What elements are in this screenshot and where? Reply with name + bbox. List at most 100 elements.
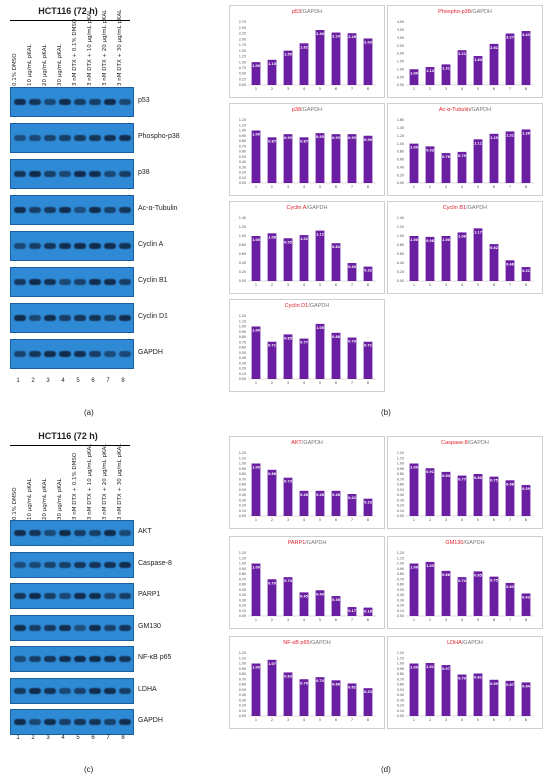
blot-band — [119, 99, 131, 105]
bar — [283, 672, 293, 716]
bar-value-label: 0.93 — [426, 148, 434, 152]
chart-parp1: PARP1/GAPDH 0.00 0.10 0.20 0.30 0.40 0.50 0.60 0… — [229, 536, 385, 629]
bar — [409, 236, 419, 281]
y-tick-label: 1.00 — [239, 462, 246, 466]
blot-band — [119, 351, 131, 357]
lane-label: 3 nM DTX + 30 μg/mL pKAL — [117, 9, 123, 86]
blot-label: Phospho-p38 — [138, 133, 180, 140]
y-tick-label: 0.30 — [397, 698, 404, 702]
blot-band — [29, 351, 41, 357]
bar-chart-svg: 0.00 0.20 0.40 0.60 0.80 1.00 1.20 1.40 1.00 1 0.9… — [397, 216, 534, 287]
blot-band — [14, 561, 26, 568]
blot-band — [59, 561, 71, 568]
chart-title-protein: Ac-α-Tubulin — [438, 107, 470, 113]
y-tick-label: 0.00 — [239, 514, 246, 518]
bar — [347, 607, 357, 616]
chart-title-norm: /GAPDH — [309, 640, 331, 646]
blot-band — [44, 207, 56, 213]
x-tick-label: 1 — [413, 718, 415, 722]
blot-band — [14, 656, 26, 662]
y-tick-label: 0.90 — [239, 467, 246, 471]
bar-value-label: 2.21 — [458, 52, 466, 56]
x-tick-label: 5 — [319, 381, 321, 385]
bar — [315, 133, 325, 183]
y-tick-label: 0.70 — [397, 577, 404, 581]
lane-number: 3 — [46, 378, 50, 384]
chart-title: Cyclin A/GAPDH — [230, 205, 384, 211]
blot-band — [29, 279, 41, 285]
bar — [489, 476, 499, 516]
x-tick-label: 1 — [255, 618, 257, 622]
bar-value-label: 0.49 — [316, 592, 325, 596]
bar-value-label: 0.79 — [458, 154, 467, 158]
y-tick-label: 1.20 — [239, 314, 246, 318]
y-tick-label: 0.00 — [397, 514, 404, 518]
y-tick-label: 0.80 — [239, 139, 246, 143]
bar-value-label: 0.62 — [348, 685, 356, 689]
chart-title-protein: Phospho-p38 — [438, 9, 471, 15]
bar — [457, 674, 467, 716]
x-tick-label: 4 — [461, 718, 463, 722]
y-tick-label: 1.00 — [397, 662, 404, 666]
y-tick-label: 0.70 — [239, 677, 246, 681]
bar — [489, 43, 499, 85]
bar-value-label: 0.80 — [474, 476, 483, 480]
x-tick-label: 2 — [271, 618, 273, 622]
y-tick-label: 0.10 — [239, 176, 246, 180]
y-tick-label: 0.80 — [397, 150, 404, 154]
x-tick-label: 5 — [477, 283, 479, 287]
x-tick-label: 2 — [429, 718, 431, 722]
bar-value-label: 1.00 — [410, 238, 419, 242]
bar — [363, 607, 373, 616]
y-tick-label: 3.50 — [397, 28, 404, 32]
x-tick-label: 4 — [303, 185, 305, 189]
x-tick-label: 8 — [367, 618, 369, 622]
y-tick-label: 0.30 — [239, 165, 246, 169]
blot-band — [74, 530, 86, 536]
chart-title-protein: AKT — [291, 440, 302, 446]
blot-band — [44, 99, 56, 105]
x-tick-label: 7 — [351, 618, 353, 622]
bar-value-label: 0.33 — [364, 501, 372, 505]
bar-chart-svg: 0.000.100.200.300.400.500.600.700.800.90… — [239, 451, 376, 522]
bar — [521, 267, 531, 281]
blot-label: Ac-α-Tubulin — [138, 205, 178, 212]
bar — [315, 30, 325, 85]
bar-chart-svg: 0.000.100.200.300.400.500.600.700.800.90… — [239, 651, 376, 722]
bar — [505, 480, 515, 516]
chart-title: Cyclin D1/GAPDH — [230, 303, 384, 309]
x-tick-label: 3 — [445, 185, 447, 189]
y-tick-label: 0.20 — [397, 704, 404, 708]
y-tick-label: 0.60 — [397, 158, 404, 162]
chart-title-protein: LDHA — [447, 640, 462, 646]
blot-label: PARP1 — [138, 591, 161, 598]
y-tick-label: 0.80 — [239, 672, 246, 676]
y-tick-label: 0.40 — [397, 261, 404, 265]
panel-a-label: (a) — [84, 408, 94, 417]
chart-title-norm: /GAPDH — [305, 540, 327, 546]
blot-band — [14, 279, 26, 285]
y-tick-label: 2.00 — [239, 37, 246, 41]
bar — [521, 30, 531, 85]
blot-band — [104, 656, 116, 662]
blot-band — [59, 171, 71, 177]
blot-label: Cyclin B1 — [138, 277, 168, 284]
panel-c-label: (c) — [84, 765, 94, 774]
y-tick-label: 0.80 — [397, 472, 404, 476]
bar-value-label: 0.32 — [364, 269, 372, 273]
bar — [505, 33, 515, 85]
blot-band — [104, 99, 116, 105]
lane-number: 2 — [31, 378, 35, 384]
bar — [521, 129, 531, 183]
y-tick-label: 0.60 — [239, 583, 246, 587]
bar-value-label: 1.82 — [300, 45, 308, 49]
x-tick-label: 6 — [335, 718, 337, 722]
lane-label: 3 nM DTX + 0.1% DMSO — [72, 452, 78, 520]
chart-title: AKT/GAPDH — [230, 440, 384, 446]
bar-value-label: 1.17 — [474, 230, 482, 234]
x-tick-label: 3 — [287, 185, 289, 189]
bar-chart-svg: 0.000.100.200.300.400.500.600.700.800.90… — [397, 551, 534, 622]
bar — [331, 490, 341, 516]
blot-band — [14, 624, 26, 631]
chart-akt: AKT/GAPDH 0.00 0.10 0.20 0.30 0.40 0.50 0.60 0.7… — [229, 436, 385, 529]
